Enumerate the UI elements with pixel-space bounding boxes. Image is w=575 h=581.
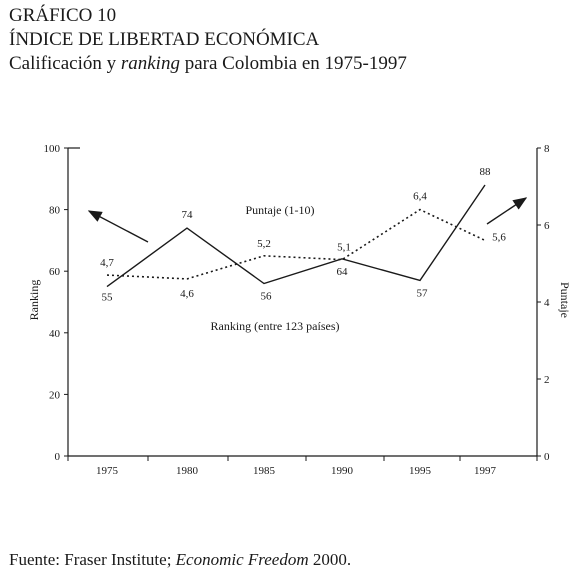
ranking-data-label: 64 bbox=[337, 266, 349, 278]
left-y-tick-label: 100 bbox=[44, 143, 61, 155]
ranking-arrow-icon bbox=[87, 210, 149, 243]
subtitle-suffix: para Colombia en 1975-1997 bbox=[179, 53, 407, 74]
ranking-data-label: 74 bbox=[182, 209, 194, 221]
right-y-tick-label: 4 bbox=[544, 297, 550, 309]
score-data-label: 6,4 bbox=[413, 191, 427, 203]
right-y-tick-label: 2 bbox=[544, 374, 550, 386]
score-data-label: 4,6 bbox=[180, 288, 194, 300]
left-y-tick-label: 20 bbox=[49, 389, 61, 401]
right-y-tick-label: 0 bbox=[544, 451, 550, 463]
source-italic: Economic Freedom bbox=[175, 550, 309, 569]
left-y-axis-label: Ranking bbox=[27, 280, 41, 321]
left-y-tick-label: 40 bbox=[49, 328, 61, 340]
x-tick-label: 1990 bbox=[331, 465, 354, 477]
x-tick-label: 1980 bbox=[176, 465, 199, 477]
ranking-data-label: 55 bbox=[102, 292, 114, 304]
score-data-label: 5,2 bbox=[257, 238, 271, 250]
source-prefix: Fuente: Fraser Institute; bbox=[9, 550, 176, 569]
score-data-label: 5,6 bbox=[492, 231, 506, 243]
x-tick-label: 1975 bbox=[96, 465, 119, 477]
left-y-tick-label: 80 bbox=[49, 205, 61, 217]
right-y-axis-label: Puntaje bbox=[558, 282, 572, 318]
chart-title: ÍNDICE DE LIBERTAD ECONÓMICA bbox=[9, 29, 320, 50]
x-tick-label: 1997 bbox=[474, 465, 497, 477]
x-tick-label: 1985 bbox=[253, 465, 276, 477]
right-y-tick-label: 6 bbox=[544, 220, 550, 232]
ranking-data-label: 57 bbox=[417, 287, 429, 299]
left-y-tick-label: 60 bbox=[49, 266, 61, 278]
ranking-data-label: 88 bbox=[480, 166, 492, 178]
chart-header: GRÁFICO 10 ÍNDICE DE LIBERTAD ECONÓMICA … bbox=[9, 4, 407, 76]
score-data-label: 5,1 bbox=[337, 242, 351, 254]
source-note: Fuente: Fraser Institute; Economic Freed… bbox=[9, 550, 351, 570]
x-tick-label: 1995 bbox=[409, 465, 432, 477]
subtitle-italic: ranking bbox=[120, 53, 180, 74]
ranking-data-label: 56 bbox=[261, 291, 273, 303]
left-y-tick-label: 0 bbox=[55, 451, 61, 463]
chart-subtitle: Calificación y ranking para Colombia en … bbox=[9, 52, 407, 76]
score-arrow-icon bbox=[486, 197, 528, 225]
score-series-annotation: Puntaje (1-10) bbox=[246, 203, 315, 217]
figure-label: GRÁFICO 10 bbox=[9, 5, 117, 26]
ranking-line bbox=[106, 184, 486, 288]
right-y-tick-label: 8 bbox=[544, 143, 550, 155]
subtitle-prefix: Calificación y bbox=[9, 53, 121, 74]
ranking-series-annotation: Ranking (entre 123 países) bbox=[211, 319, 340, 333]
score-line bbox=[106, 208, 486, 280]
source-suffix: 2000. bbox=[308, 550, 352, 569]
score-data-label: 4,7 bbox=[100, 257, 114, 269]
